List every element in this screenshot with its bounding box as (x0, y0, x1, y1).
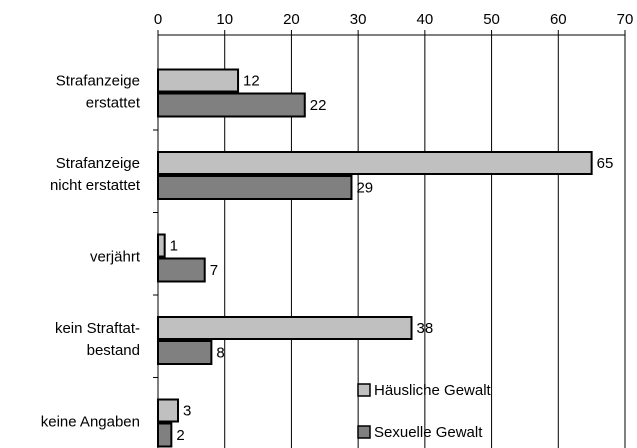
x-tick-label: 20 (283, 11, 300, 28)
legend-swatch (357, 383, 371, 397)
y-tick-label: Strafanzeige nicht erstattet (50, 155, 141, 194)
bar (157, 257, 206, 283)
y-tick-label: verjährt (90, 248, 141, 265)
bar (157, 175, 353, 200)
y-tick-line: erstattet (86, 94, 141, 111)
y-tick-label: kein Straftat-bestand (55, 320, 140, 359)
y-tick-line: kein Straftat- (55, 320, 140, 337)
x-tick-label: 30 (350, 11, 367, 28)
y-tick-label: Strafanzeige erstattet (56, 72, 141, 111)
x-tick-label: 0 (154, 11, 162, 28)
bar (157, 233, 166, 258)
value-label: 65 (597, 155, 614, 172)
y-tick-line: verjährt (90, 248, 141, 265)
value-label: 29 (356, 179, 373, 196)
y-tick-line: Strafanzeige (56, 155, 140, 172)
x-tick-label: 70 (617, 11, 634, 28)
value-label: 2 (176, 427, 184, 444)
bar (157, 316, 413, 340)
bar (157, 68, 240, 93)
value-label: 7 (210, 262, 218, 279)
bar (157, 340, 213, 365)
value-label: 38 (417, 320, 434, 337)
y-tick-line: Strafanzeige (56, 72, 140, 89)
bar (157, 151, 593, 175)
value-label: 22 (310, 97, 327, 114)
y-tick-label: keine Angaben (41, 413, 140, 430)
x-tick-label: 60 (550, 11, 567, 28)
value-label: 3 (183, 402, 191, 419)
y-tick-line: nicht erstattet (50, 177, 141, 194)
bar (157, 422, 173, 448)
bar (157, 92, 306, 118)
value-label: 1 (170, 237, 178, 254)
legend-label: Sexuelle Gewalt (374, 424, 483, 441)
legend-swatch (357, 425, 371, 439)
bar (157, 398, 180, 423)
legend-label: Häusliche Gewalt (374, 382, 492, 399)
value-label: 8 (216, 344, 224, 361)
y-tick-line: keine Angaben (41, 413, 140, 430)
value-label: 12 (243, 72, 260, 89)
x-tick-label: 50 (483, 11, 500, 28)
x-tick-label: 40 (417, 11, 434, 28)
y-tick-line: bestand (87, 342, 140, 359)
x-tick-label: 10 (216, 11, 233, 28)
